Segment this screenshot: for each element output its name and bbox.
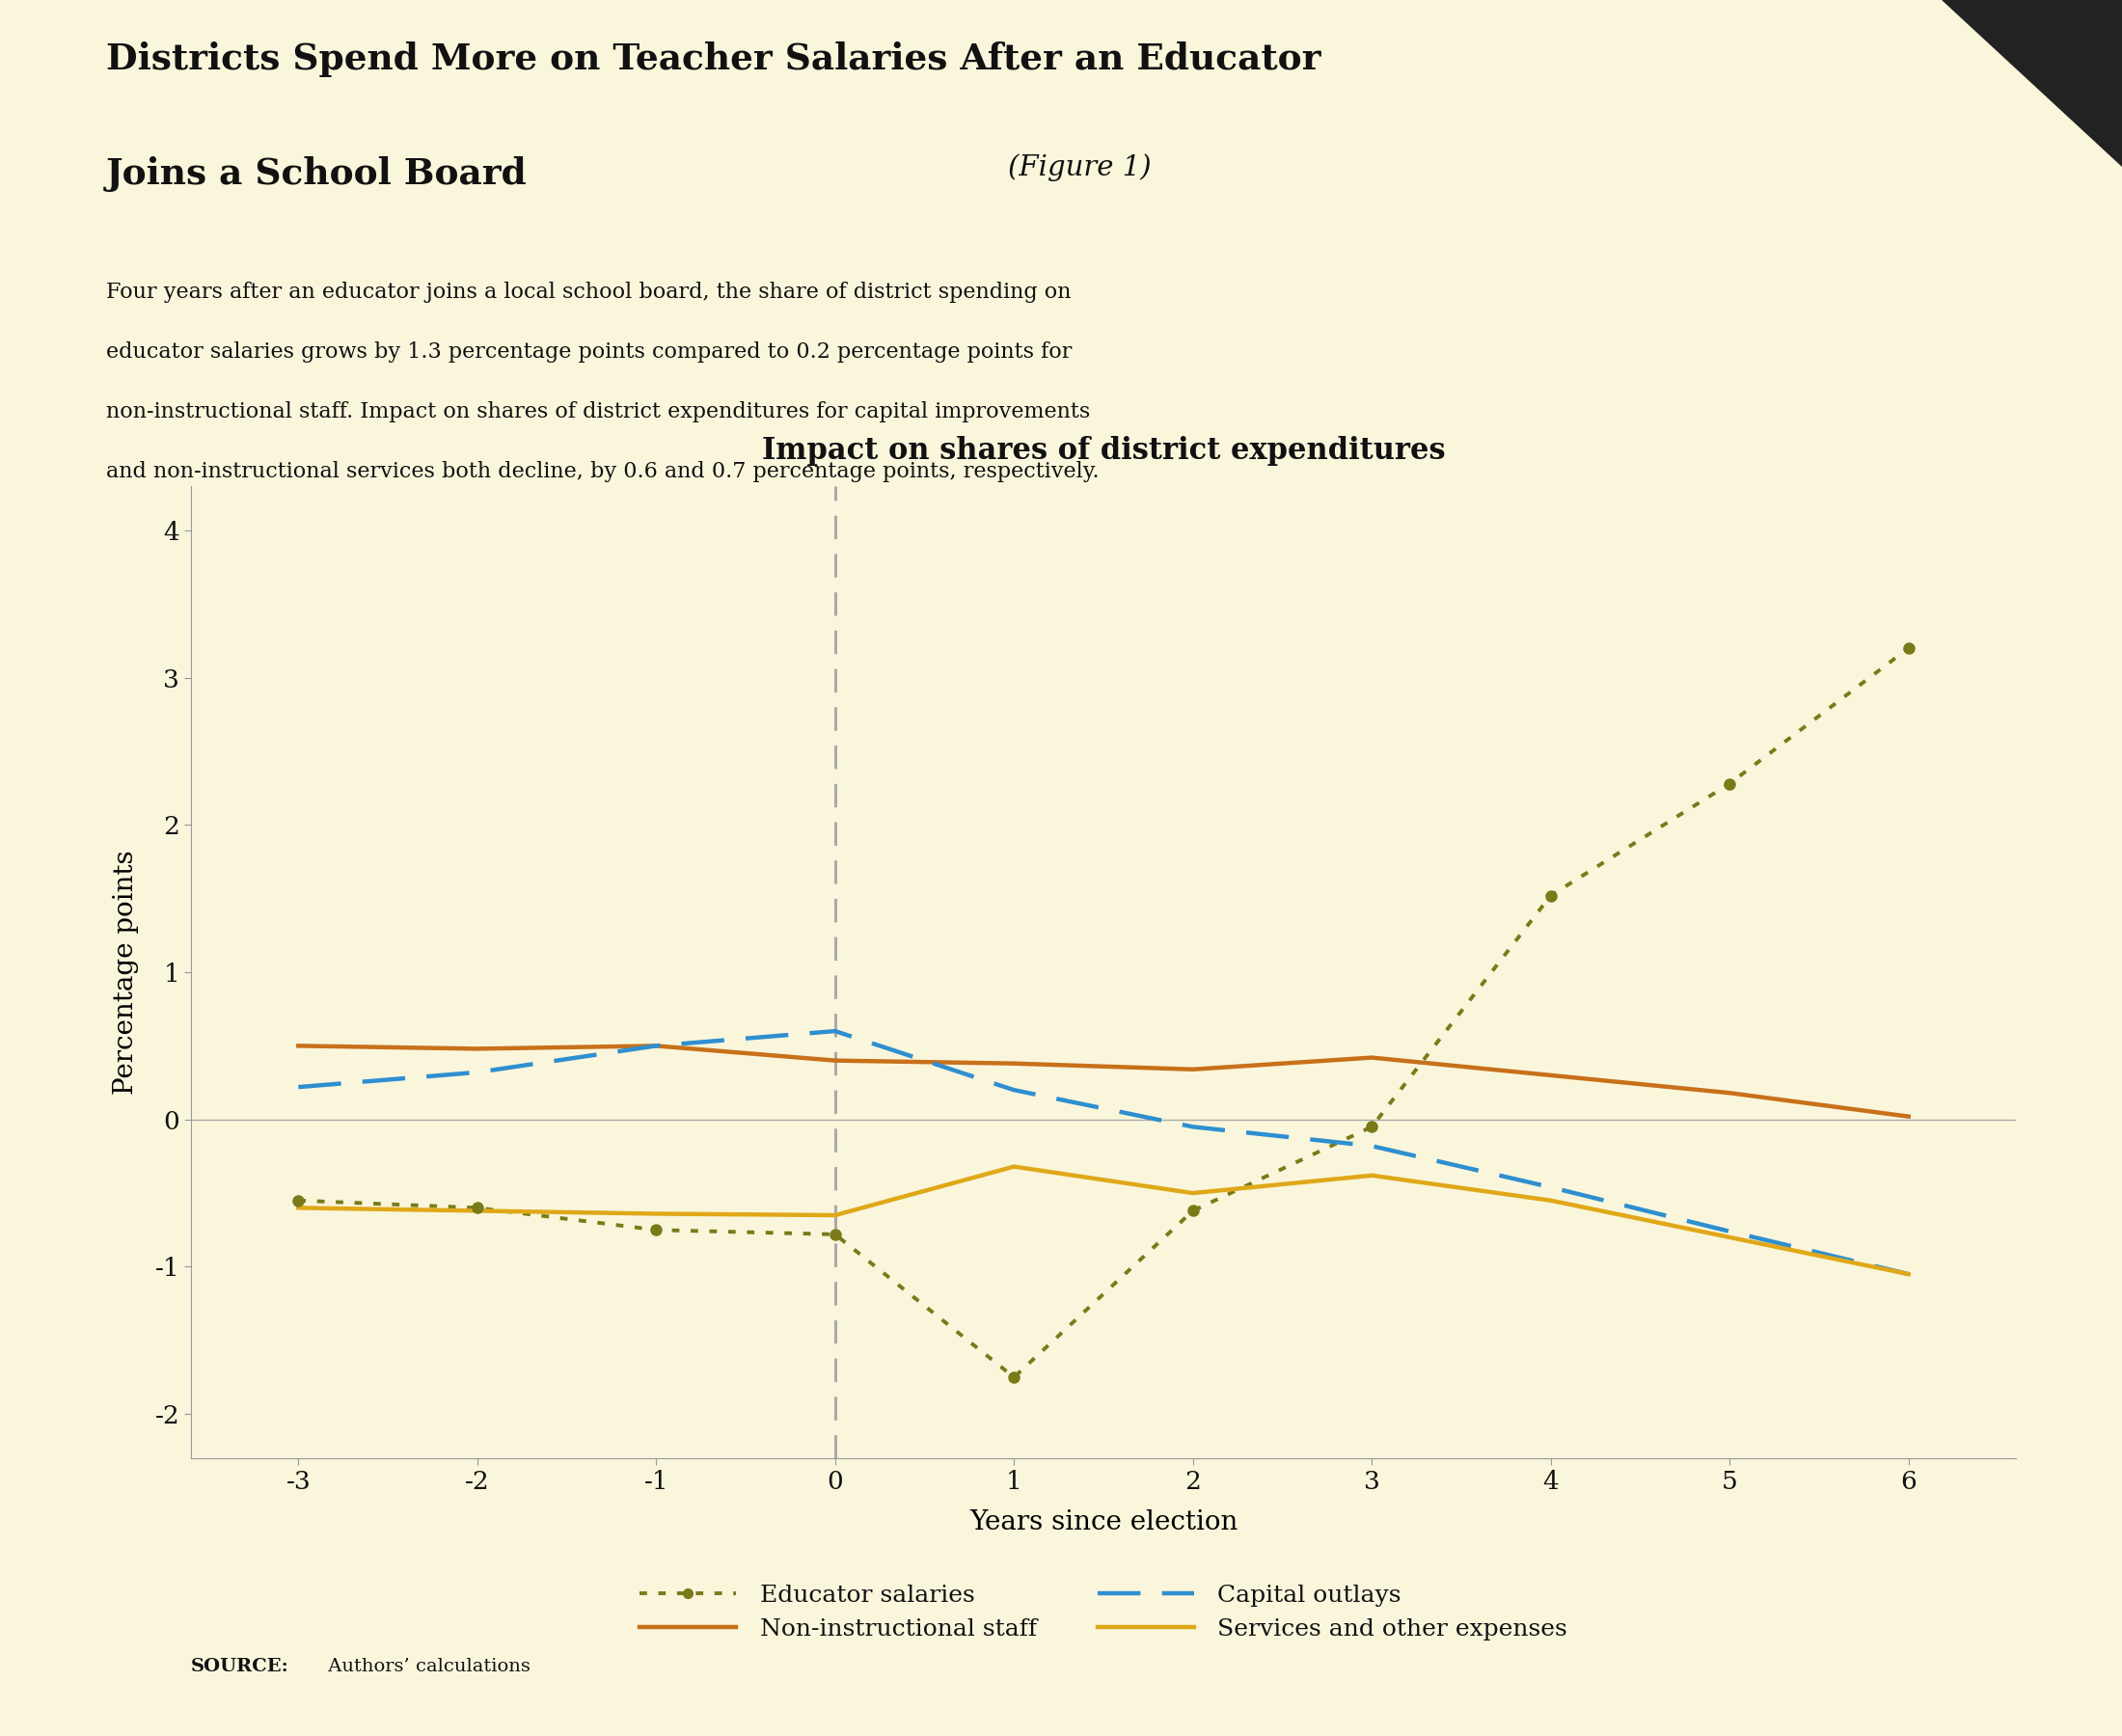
- Text: Joins a School Board: Joins a School Board: [106, 156, 539, 193]
- Text: and non-instructional services both decline, by 0.6 and 0.7 percentage points, r: and non-instructional services both decl…: [106, 462, 1099, 483]
- Text: Districts Spend More on Teacher Salaries After an Educator: Districts Spend More on Teacher Salaries…: [106, 42, 1320, 78]
- Y-axis label: Percentage points: Percentage points: [112, 851, 138, 1094]
- Title: Impact on shares of district expenditures: Impact on shares of district expenditure…: [762, 436, 1445, 465]
- Text: (Figure 1): (Figure 1): [1008, 155, 1152, 181]
- Legend: Educator salaries, Non-instructional staff, Capital outlays, Services and other : Educator salaries, Non-instructional sta…: [630, 1575, 1577, 1651]
- Text: educator salaries grows by 1.3 percentage points compared to 0.2 percentage poin: educator salaries grows by 1.3 percentag…: [106, 340, 1072, 363]
- Text: Four years after an educator joins a local school board, the share of district s: Four years after an educator joins a loc…: [106, 281, 1072, 302]
- Text: Authors’ calculations: Authors’ calculations: [323, 1658, 530, 1675]
- Text: SOURCE:: SOURCE:: [191, 1658, 289, 1675]
- Text: non-instructional staff. Impact on shares of district expenditures for capital i: non-instructional staff. Impact on share…: [106, 401, 1091, 422]
- X-axis label: Years since election: Years since election: [970, 1510, 1237, 1536]
- Polygon shape: [1942, 0, 2122, 167]
